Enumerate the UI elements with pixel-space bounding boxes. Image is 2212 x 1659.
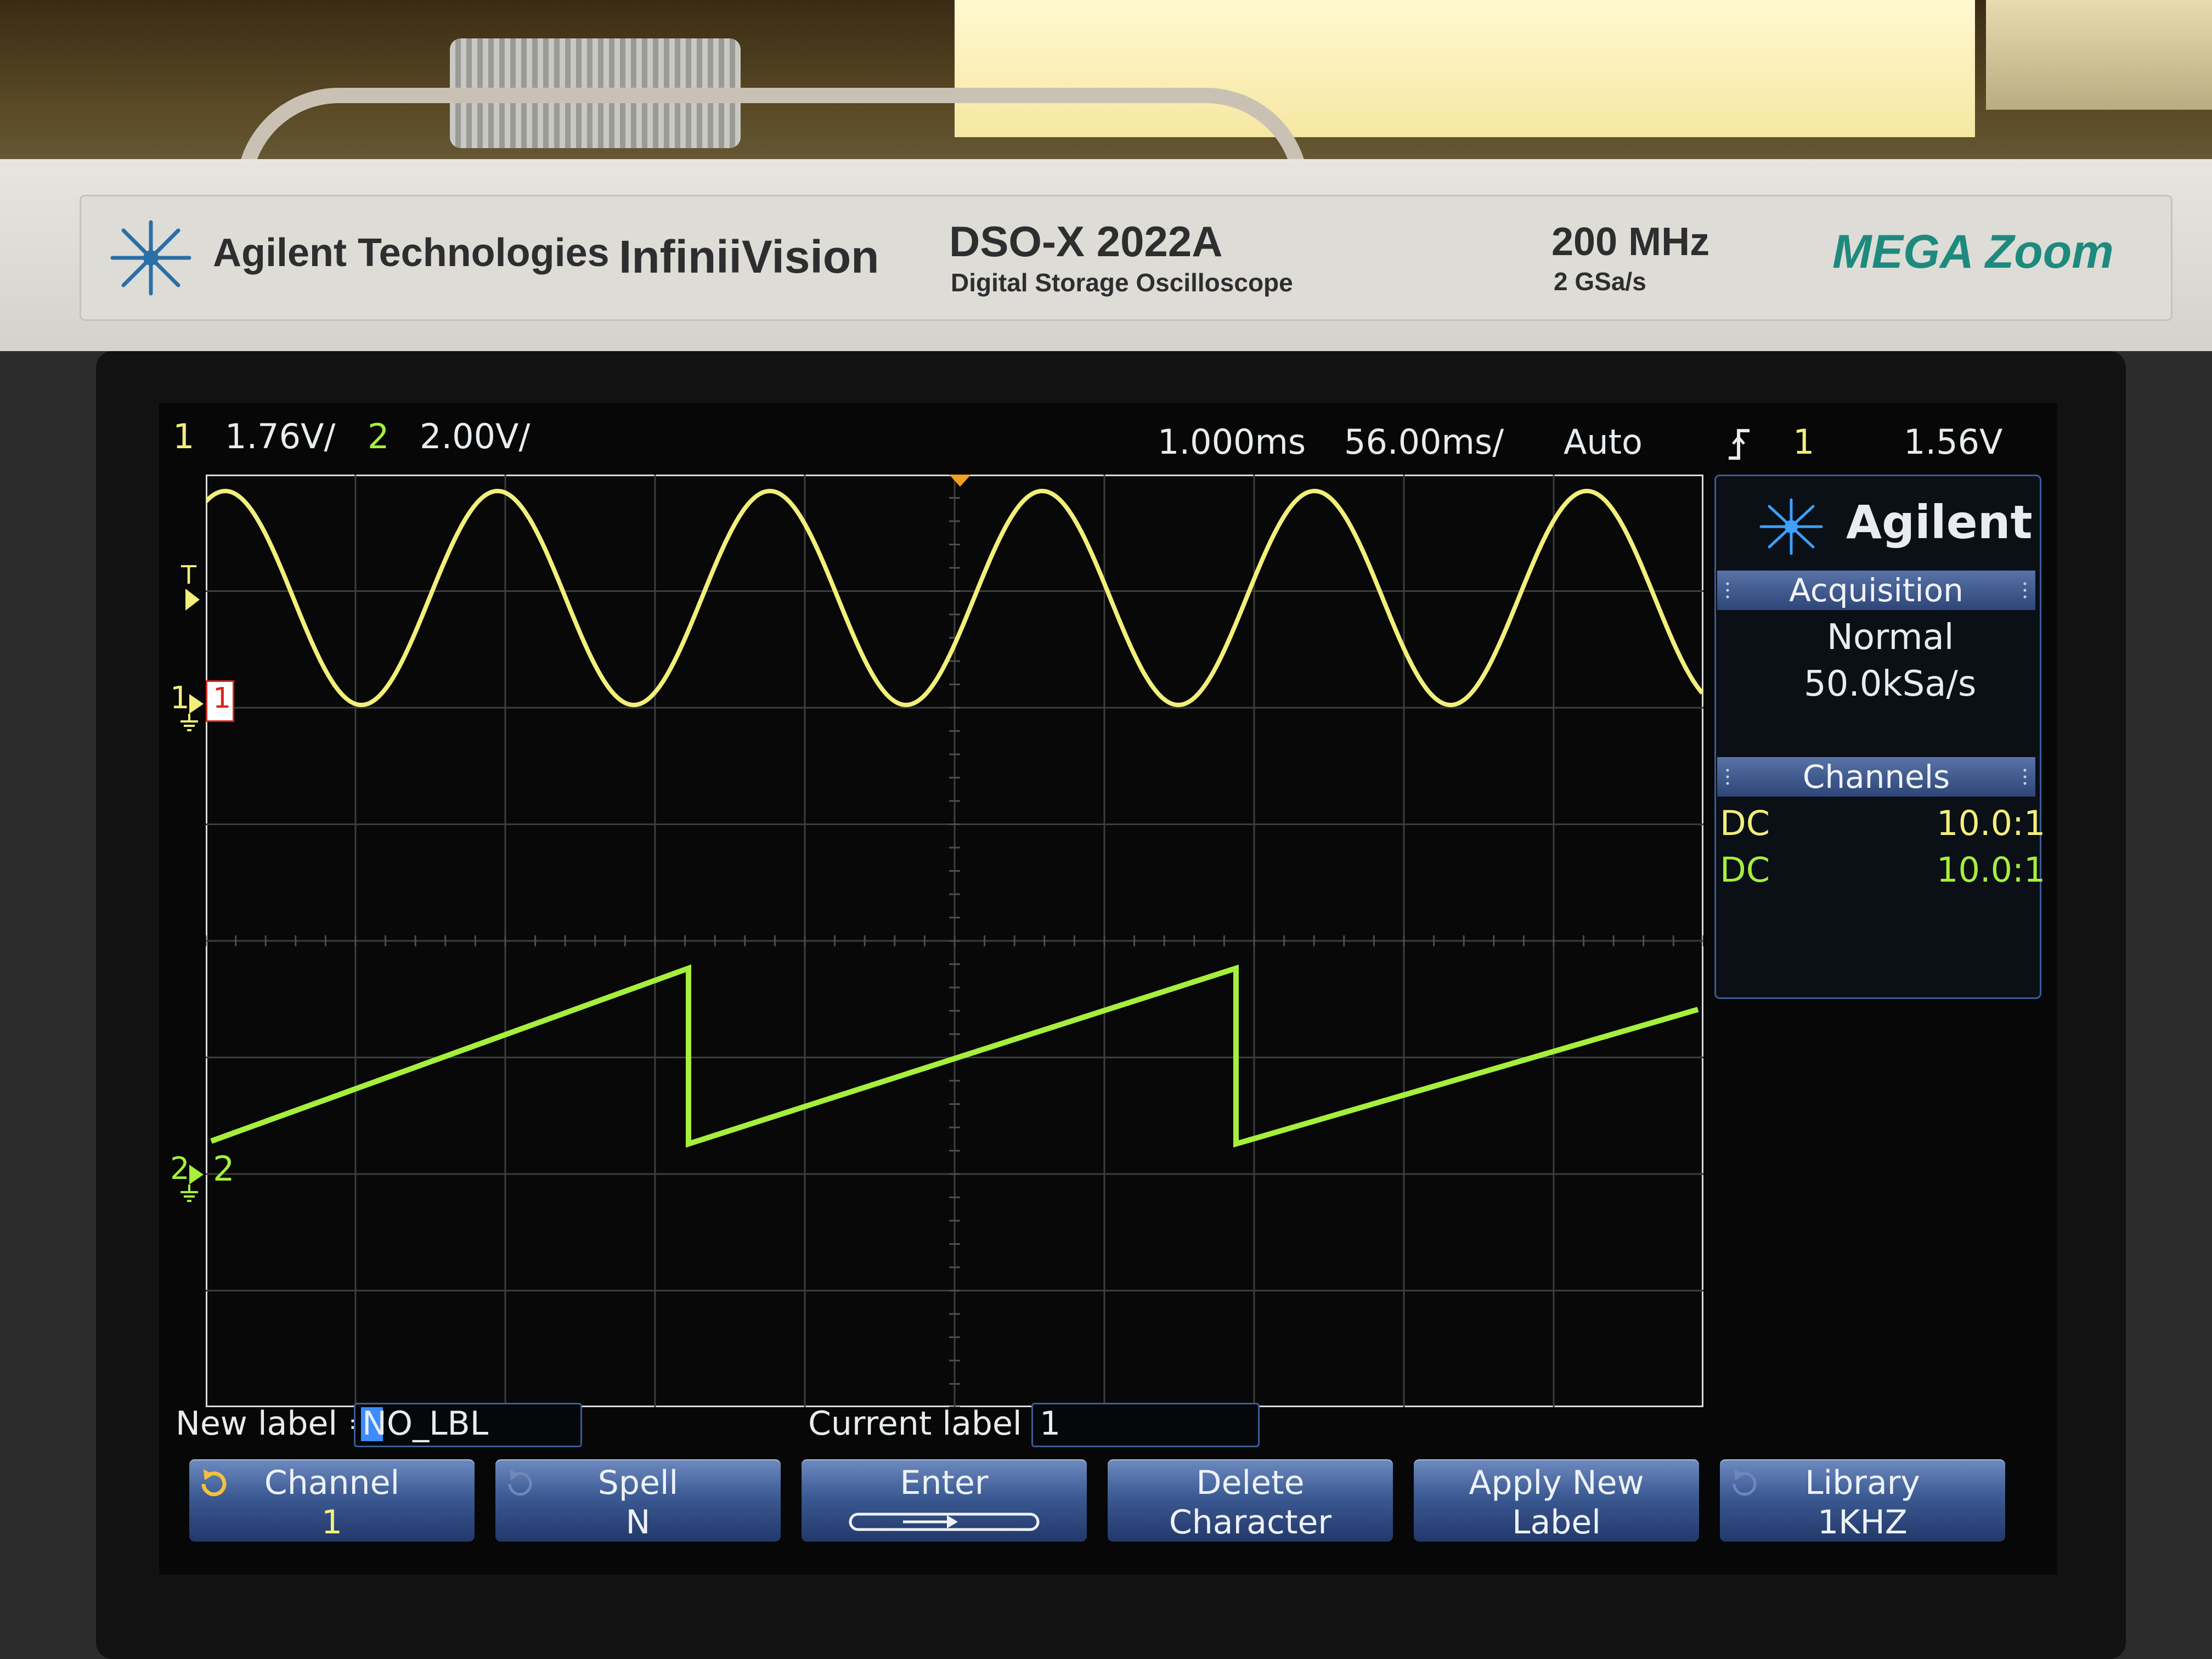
channels-header[interactable]: Channels (1717, 757, 2035, 797)
drag-handle-icon (1725, 767, 1730, 787)
channel-softkey[interactable]: Channel 1 (189, 1459, 475, 1542)
spell-softkey[interactable]: Spell N (495, 1459, 781, 1542)
softkey-label: Apply New (1469, 1464, 1644, 1502)
softkey-label: Enter (900, 1464, 989, 1502)
softkey-label: Delete (1196, 1464, 1305, 1502)
acquisition-rate: 50.0kSa/s (1804, 664, 1977, 704)
trigger-mode[interactable]: Auto (1564, 422, 1643, 462)
softkey-label: Spell (597, 1464, 679, 1502)
horizontal-delay[interactable]: 1.000ms (1158, 422, 1306, 462)
company-name: Agilent Technologies (213, 231, 610, 275)
channels-header-label: Channels (1802, 758, 1950, 795)
softkey-value: Character (1169, 1503, 1332, 1542)
ch1-probe-ratio: 10.0:1 (1937, 803, 2046, 843)
model-description: Digital Storage Oscilloscope (951, 268, 1293, 297)
new-label-caption: New label = (176, 1404, 376, 1443)
delete-character-softkey[interactable]: Delete Character (1108, 1459, 1393, 1542)
new-label-value: NO_LBL (362, 1404, 489, 1443)
softkey-value: N (625, 1503, 651, 1542)
softkey-value: Label (1512, 1503, 1601, 1542)
bandwidth-spec: 200 MHz (1551, 220, 1710, 264)
trigger-position-marker (949, 475, 971, 487)
megazoom-logo: MEGA Zoom (1832, 225, 2114, 278)
ch1-ground-marker: 1 (170, 680, 190, 716)
waveform-display[interactable] (206, 475, 1703, 1407)
drag-handle-icon (1725, 580, 1730, 600)
current-label-caption: Current label = (808, 1404, 1060, 1443)
oscilloscope-screen: 1 1.76V/ 2 2.00V/ 1.000ms 56.00ms/ Auto … (159, 403, 2057, 1575)
series-name: InfiniiVision (619, 231, 879, 283)
library-softkey[interactable]: Library 1KHZ (1720, 1459, 2005, 1542)
text-cursor (361, 1407, 383, 1441)
acquisition-header[interactable]: Acquisition (1717, 571, 2035, 610)
ch1-scale[interactable]: 1.76V/ (225, 416, 336, 456)
apply-new-label-softkey[interactable]: Apply New Label (1414, 1459, 1699, 1542)
agilent-spark-icon (1759, 498, 1823, 555)
ch1-ground-icon (180, 694, 204, 731)
softkey-value: 1 (321, 1503, 343, 1542)
timebase-scale[interactable]: 56.00ms/ (1344, 422, 1504, 462)
drag-handle-icon (2022, 767, 2028, 787)
ch1-label-box (206, 680, 234, 722)
ch2-trace-label: 2 (213, 1149, 235, 1189)
new-label-field[interactable] (354, 1403, 582, 1447)
entry-knob-icon (201, 1469, 227, 1497)
graticule-center-axes (206, 475, 1703, 1407)
current-label-field (1031, 1403, 1260, 1447)
ch2-ground-icon (180, 1165, 204, 1202)
ch1-label-box-text: 1 (213, 682, 232, 715)
side-panel (1714, 475, 2041, 999)
ch2-scale[interactable]: 2.00V/ (420, 416, 531, 456)
softkey-value: 1KHZ (1818, 1503, 1908, 1542)
ch2-coupling: DC (1720, 850, 1770, 890)
enter-arrow-icon (849, 1513, 1040, 1531)
trigger-level-arrow-icon (185, 589, 200, 611)
softkey-label: Library (1805, 1464, 1920, 1502)
rising-edge-icon (1729, 429, 1750, 460)
drag-handle-icon (2022, 580, 2028, 600)
enter-softkey[interactable]: Enter (802, 1459, 1087, 1542)
trigger-source[interactable]: 1 (1793, 422, 1815, 462)
side-panel-brand: Agilent (1846, 495, 2033, 549)
agilent-spark-icon (110, 220, 191, 296)
label-strip (80, 195, 2172, 321)
acquisition-mode: Normal (1827, 617, 1954, 658)
ceiling-light (955, 0, 1975, 137)
trigger-level-marker: T (181, 560, 197, 590)
ch2-number[interactable]: 2 (368, 416, 390, 456)
ch2-sawtooth-waveform (210, 964, 1699, 1148)
ch2-probe-ratio: 10.0:1 (1937, 850, 2046, 890)
ch1-sine-waveform (206, 488, 1703, 708)
ceiling-light-right (1986, 0, 2212, 110)
sample-rate-spec: 2 GSa/s (1554, 267, 1646, 296)
ch1-number[interactable]: 1 (173, 416, 195, 456)
trigger-level[interactable]: 1.56V (1904, 422, 2003, 462)
ch2-ground-marker: 2 (170, 1151, 190, 1187)
entry-knob-icon (1733, 1469, 1757, 1496)
softkey-label: Channel (264, 1464, 400, 1502)
current-label-value: 1 (1040, 1404, 1061, 1443)
ch1-coupling: DC (1720, 803, 1770, 843)
acquisition-header-label: Acquisition (1789, 572, 1963, 609)
model-name: DSO-X 2022A (949, 217, 1223, 266)
entry-knob-icon (508, 1469, 532, 1496)
